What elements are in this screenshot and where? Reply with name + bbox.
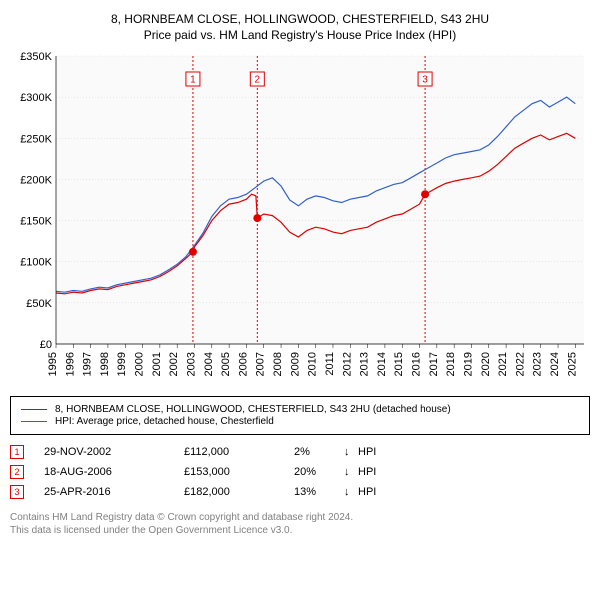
x-tick-label: 1997 bbox=[82, 352, 94, 376]
chart-title-sub: Price paid vs. HM Land Registry's House … bbox=[10, 28, 590, 42]
event-pct: 20% bbox=[294, 466, 344, 478]
event-marker-number: 3 bbox=[422, 75, 428, 86]
x-tick-label: 2012 bbox=[341, 352, 353, 376]
x-tick-label: 2004 bbox=[203, 352, 215, 376]
plot-area bbox=[56, 56, 584, 344]
down-arrow-icon: ↓ bbox=[344, 446, 358, 458]
x-tick-label: 2008 bbox=[272, 352, 284, 376]
event-row: 1 29-NOV-2002£112,0002%↓HPI bbox=[10, 445, 590, 459]
y-tick-label: £250K bbox=[20, 133, 52, 145]
down-arrow-icon: ↓ bbox=[344, 486, 358, 498]
x-tick-label: 2014 bbox=[376, 352, 388, 376]
footer-line-2: This data is licensed under the Open Gov… bbox=[10, 524, 590, 537]
event-pct: 13% bbox=[294, 486, 344, 498]
event-row: 3 25-APR-2016£182,00013%↓HPI bbox=[10, 485, 590, 499]
event-price: £153,000 bbox=[184, 466, 294, 478]
x-tick-label: 2025 bbox=[566, 352, 578, 376]
x-tick-label: 2000 bbox=[134, 352, 146, 376]
event-hpi-label: HPI bbox=[358, 486, 376, 498]
y-tick-label: £350K bbox=[20, 51, 52, 63]
y-tick-label: £0 bbox=[40, 339, 52, 351]
event-dot bbox=[421, 190, 429, 198]
x-tick-label: 2013 bbox=[359, 352, 371, 376]
legend: 8, HORNBEAM CLOSE, HOLLINGWOOD, CHESTERF… bbox=[10, 396, 590, 435]
x-tick-label: 2010 bbox=[307, 352, 319, 376]
event-hpi-label: HPI bbox=[358, 466, 376, 478]
x-tick-label: 2018 bbox=[445, 352, 457, 376]
event-row: 2 18-AUG-2006£153,00020%↓HPI bbox=[10, 465, 590, 479]
x-tick-label: 2022 bbox=[514, 352, 526, 376]
legend-label: HPI: Average price, detached house, Ches… bbox=[55, 416, 274, 427]
event-date: 18-AUG-2006 bbox=[44, 466, 184, 478]
event-row-marker: 2 bbox=[10, 465, 24, 479]
x-tick-label: 2015 bbox=[393, 352, 405, 376]
event-date: 25-APR-2016 bbox=[44, 486, 184, 498]
x-tick-label: 2017 bbox=[428, 352, 440, 376]
x-tick-label: 1995 bbox=[47, 352, 59, 376]
legend-row: 8, HORNBEAM CLOSE, HOLLINGWOOD, CHESTERF… bbox=[21, 404, 579, 415]
y-tick-label: £100K bbox=[20, 257, 52, 269]
event-dot bbox=[253, 214, 261, 222]
event-marker-number: 1 bbox=[190, 75, 196, 86]
x-tick-label: 2005 bbox=[220, 352, 232, 376]
event-date: 29-NOV-2002 bbox=[44, 446, 184, 458]
x-tick-label: 2016 bbox=[411, 352, 423, 376]
event-price: £112,000 bbox=[184, 446, 294, 458]
footer-line-1: Contains HM Land Registry data © Crown c… bbox=[10, 511, 590, 524]
event-price: £182,000 bbox=[184, 486, 294, 498]
x-tick-label: 2021 bbox=[497, 352, 509, 376]
event-marker-number: 2 bbox=[255, 75, 261, 86]
event-row-marker: 3 bbox=[10, 485, 24, 499]
y-tick-label: £150K bbox=[20, 216, 52, 228]
event-row-marker: 1 bbox=[10, 445, 24, 459]
x-tick-label: 2003 bbox=[185, 352, 197, 376]
x-tick-label: 2020 bbox=[480, 352, 492, 376]
chart-svg: £0 £50K £100K £150K £200K £250K £300K £350K 1995… bbox=[10, 50, 590, 390]
y-tick-label: £50K bbox=[26, 298, 52, 310]
x-tick-label: 2006 bbox=[237, 352, 249, 376]
chart-title-main: 8, HORNBEAM CLOSE, HOLLINGWOOD, CHESTERF… bbox=[10, 12, 590, 26]
event-hpi-label: HPI bbox=[358, 446, 376, 458]
x-tick-label: 2024 bbox=[549, 352, 561, 376]
x-tick-label: 2002 bbox=[168, 352, 180, 376]
x-tick-label: 2011 bbox=[324, 352, 336, 376]
x-tick-label: 1999 bbox=[116, 352, 128, 376]
down-arrow-icon: ↓ bbox=[344, 466, 358, 478]
x-tick-label: 2001 bbox=[151, 352, 163, 376]
legend-label: 8, HORNBEAM CLOSE, HOLLINGWOOD, CHESTERF… bbox=[55, 404, 451, 415]
legend-row: HPI: Average price, detached house, Ches… bbox=[21, 416, 579, 427]
y-tick-label: £200K bbox=[20, 174, 52, 186]
x-tick-label: 2009 bbox=[289, 352, 301, 376]
chart: £0 £50K £100K £150K £200K £250K £300K £350K 1995… bbox=[10, 50, 590, 390]
x-tick-label: 1998 bbox=[99, 352, 111, 376]
event-dot bbox=[189, 248, 197, 256]
x-tick-label: 2019 bbox=[462, 352, 474, 376]
legend-swatch bbox=[21, 409, 47, 410]
event-pct: 2% bbox=[294, 446, 344, 458]
legend-swatch bbox=[21, 421, 47, 422]
y-tick-label: £300K bbox=[20, 92, 52, 104]
x-tick-label: 2023 bbox=[532, 352, 544, 376]
footer: Contains HM Land Registry data © Crown c… bbox=[10, 511, 590, 537]
events-table: 129-NOV-2002£112,0002%↓HPI218-AUG-2006£1… bbox=[10, 445, 590, 499]
x-tick-label: 1996 bbox=[64, 352, 76, 376]
x-tick-label: 2007 bbox=[255, 352, 267, 376]
